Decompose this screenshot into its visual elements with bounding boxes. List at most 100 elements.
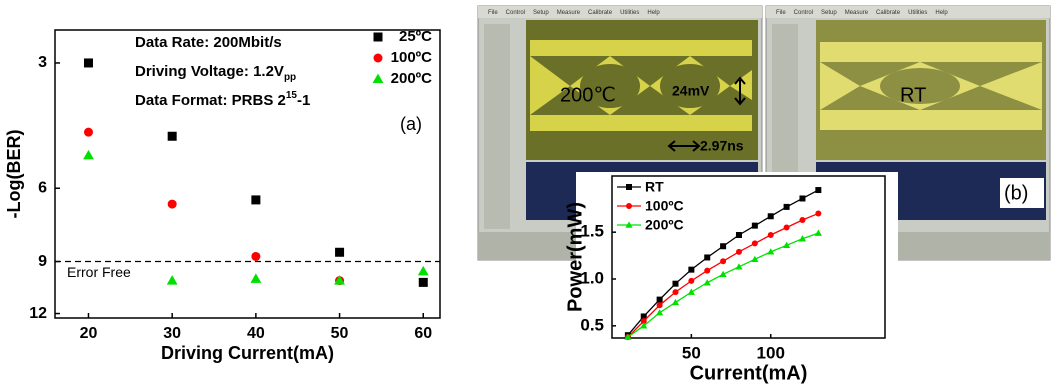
marker-square <box>736 232 742 238</box>
marker-square <box>720 243 726 249</box>
y-tick-label: 6 <box>38 179 47 196</box>
annotation-text: Data Rate: 200Mbit/s <box>135 34 282 51</box>
annotation-superscript: 15 <box>286 90 298 101</box>
marker-triangle <box>250 273 261 282</box>
marker-circle <box>784 225 790 231</box>
page: {"chart_data": [ {"type": "scatter", "xl… <box>0 0 1053 385</box>
menu-item: Control <box>506 10 525 16</box>
marker-circle <box>768 232 774 238</box>
marker-square <box>815 187 821 193</box>
legend-marker <box>626 203 632 209</box>
marker-circle <box>815 210 821 216</box>
menu-item: Control <box>794 10 813 16</box>
marker-circle <box>672 289 678 295</box>
marker-square <box>335 248 344 257</box>
menu-item: File <box>776 10 786 16</box>
menu: File Control Setup Measure Calibrate Utilitie… <box>776 10 948 16</box>
marker-square <box>657 297 663 303</box>
marker-square <box>251 195 260 204</box>
panel-label: (b) <box>1004 182 1028 204</box>
menu-item: Measure <box>845 10 869 16</box>
y-tick-label: 3 <box>38 54 47 71</box>
legend-label: RT <box>645 179 664 195</box>
marker-square <box>168 132 177 141</box>
legend-label: 25ºC <box>399 28 432 45</box>
annotation-subscript: pp <box>284 72 296 83</box>
marker-circle <box>704 268 710 274</box>
marker-square <box>752 223 758 229</box>
menu-item: File <box>488 10 498 16</box>
x-axis-label: Driving Current(mA) <box>161 343 334 363</box>
y-axis-label: Power(mW) <box>564 202 586 312</box>
y-axis-label: -Log(BER) <box>4 130 24 219</box>
x-tick-label: 60 <box>414 325 432 342</box>
legend-label: 100ºC <box>645 198 684 214</box>
legend-marker <box>626 184 632 190</box>
marker-square <box>672 281 678 287</box>
y-tick-label: 12 <box>29 305 47 322</box>
marker-triangle <box>167 275 178 284</box>
x-tick-label: 100 <box>757 343 785 362</box>
figure: File Control Setup Measure Calibrate Utilitie… <box>0 0 1053 385</box>
menu-item: Utilities <box>620 10 639 16</box>
x-tick-label: 50 <box>682 343 701 362</box>
marker-square <box>688 267 694 273</box>
legend-label: 200ºC <box>391 70 433 87</box>
annotation: Data Format: PRBS 215-1 <box>135 90 310 109</box>
x-axis-label: Current(mA) <box>690 362 808 384</box>
legend-marker <box>374 33 383 42</box>
eye-bottom-rail <box>530 115 752 131</box>
period-label: 2.97ns <box>700 138 744 154</box>
menu-item: Setup <box>821 10 837 16</box>
eye-top-rail <box>820 42 1042 62</box>
marker-circle <box>688 278 694 284</box>
x-tick-label: 40 <box>247 325 265 342</box>
legend-label: 100ºC <box>391 49 433 66</box>
marker-circle <box>251 252 260 261</box>
marker-circle <box>720 258 726 264</box>
marker-circle <box>799 217 805 223</box>
marker-square <box>84 58 93 67</box>
marker-circle <box>168 200 177 209</box>
marker-circle <box>752 240 758 246</box>
menu-item: Measure <box>557 10 581 16</box>
amplitude-label: 24mV <box>672 83 710 99</box>
x-tick-label: 20 <box>80 325 98 342</box>
legend-label: 200ºC <box>645 217 684 233</box>
marker-square <box>784 204 790 210</box>
marker-circle <box>657 302 663 308</box>
menu: File Control Setup Measure Calibrate Utilitie… <box>488 10 660 16</box>
marker-circle <box>736 249 742 255</box>
annotation-suffix: -1 <box>297 92 310 109</box>
legend-marker <box>373 74 384 83</box>
menu-item: Calibrate <box>588 10 613 16</box>
reference-label: Error Free <box>67 264 131 280</box>
marker-triangle <box>83 150 94 159</box>
inset-background <box>576 172 898 385</box>
annotation: Data Rate: 200Mbit/s <box>135 34 282 51</box>
menu-item: Utilities <box>908 10 927 16</box>
menu-item: Help <box>647 10 660 16</box>
panel-label: (a) <box>400 114 422 134</box>
marker-circle <box>84 128 93 137</box>
scope-label: 200℃ <box>560 84 616 106</box>
annotation-text: Data Format: PRBS 2 <box>135 92 286 109</box>
y-tick-label: 0.5 <box>580 315 604 334</box>
marker-square <box>768 213 774 219</box>
menu-item: Calibrate <box>876 10 901 16</box>
x-tick-label: 50 <box>331 325 349 342</box>
marker-triangle <box>418 266 429 275</box>
y-tick-label: 9 <box>38 253 47 270</box>
annotation-text: Driving Voltage: 1.2V <box>135 63 284 80</box>
eye-bottom-rail <box>820 110 1042 130</box>
menu-item: Setup <box>533 10 549 16</box>
marker-square <box>799 195 805 201</box>
side-buttons <box>484 24 510 229</box>
marker-square <box>704 254 710 260</box>
eye-top-rail <box>530 40 752 56</box>
annotation: Driving Voltage: 1.2Vpp <box>135 63 296 83</box>
menu-item: Help <box>935 10 948 16</box>
marker-square <box>419 278 428 287</box>
legend-marker <box>374 54 383 63</box>
scope-label: RT <box>900 84 926 106</box>
